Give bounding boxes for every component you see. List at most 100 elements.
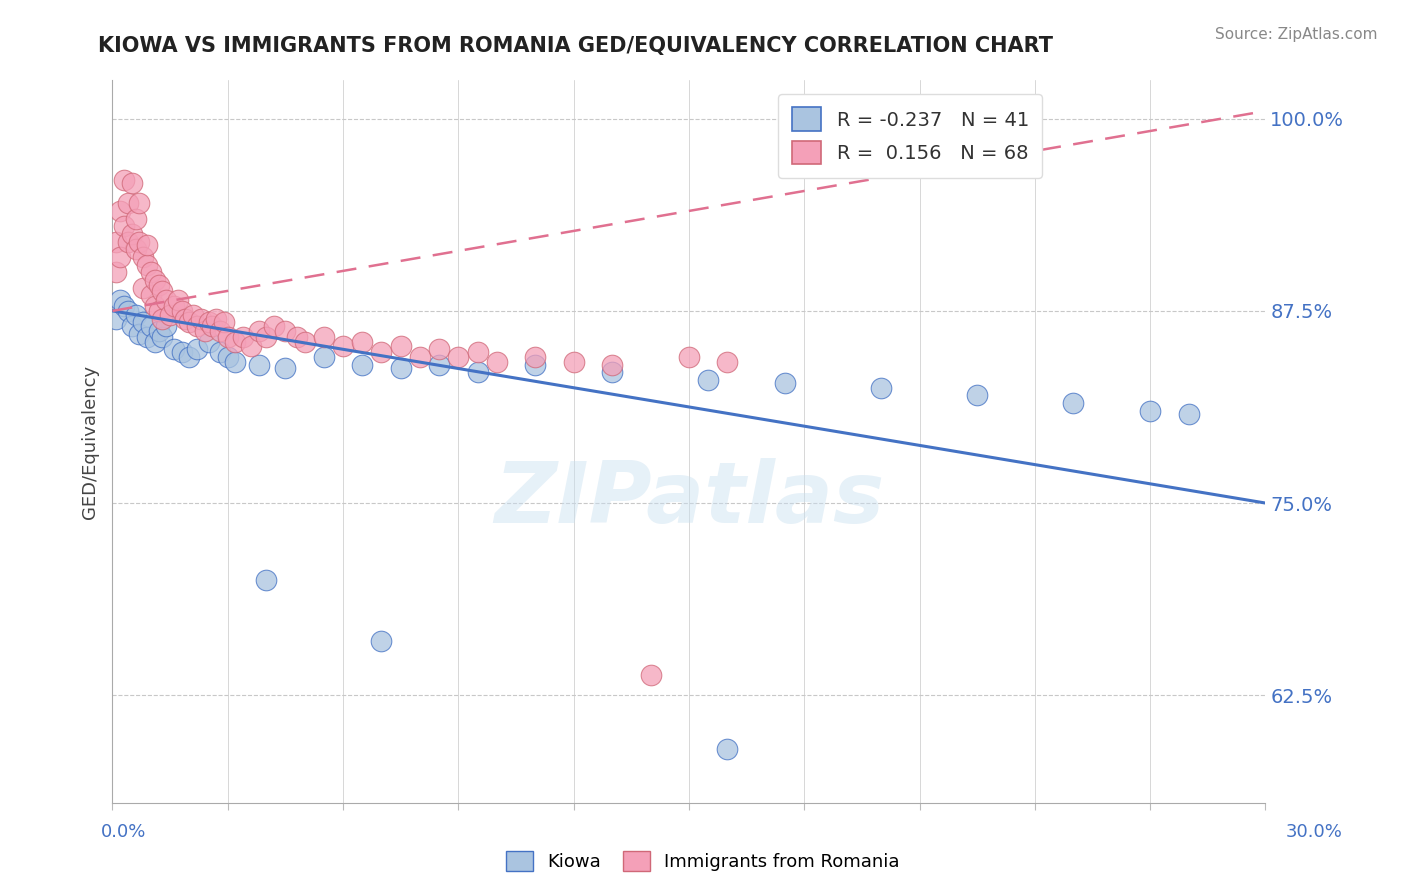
Point	[389, 339, 412, 353]
Point	[186, 343, 208, 357]
Point	[1139, 404, 1161, 418]
Point	[136, 330, 159, 344]
Point	[170, 345, 193, 359]
Point	[370, 345, 392, 359]
Point	[186, 319, 208, 334]
Point	[332, 339, 354, 353]
Point	[197, 315, 219, 329]
Text: 30.0%: 30.0%	[1286, 822, 1343, 840]
Point	[190, 311, 212, 326]
Point	[124, 309, 146, 323]
Y-axis label: GED/Equivalency: GED/Equivalency	[80, 365, 98, 518]
Point	[155, 319, 177, 334]
Point	[132, 281, 155, 295]
Text: 0.0%: 0.0%	[101, 822, 146, 840]
Point	[170, 304, 193, 318]
Point	[966, 388, 988, 402]
Point	[139, 288, 162, 302]
Point	[121, 227, 143, 241]
Point	[117, 196, 139, 211]
Point	[148, 324, 170, 338]
Point	[105, 311, 128, 326]
Point	[716, 354, 738, 368]
Point	[152, 330, 174, 344]
Point	[600, 365, 623, 379]
Point	[389, 360, 412, 375]
Point	[132, 315, 155, 329]
Point	[427, 343, 450, 357]
Text: Source: ZipAtlas.com: Source: ZipAtlas.com	[1215, 27, 1378, 42]
Point	[166, 293, 188, 307]
Point	[112, 219, 135, 234]
Point	[247, 324, 270, 338]
Point	[485, 354, 508, 368]
Point	[773, 376, 796, 391]
Point	[148, 304, 170, 318]
Point	[105, 235, 128, 249]
Point	[179, 350, 201, 364]
Point	[205, 311, 228, 326]
Point	[224, 354, 246, 368]
Point	[128, 235, 150, 249]
Point	[678, 350, 700, 364]
Point	[239, 339, 262, 353]
Point	[716, 742, 738, 756]
Point	[312, 350, 335, 364]
Point	[1177, 407, 1199, 421]
Point	[209, 324, 232, 338]
Point	[143, 273, 166, 287]
Point	[128, 326, 150, 341]
Point	[108, 293, 131, 307]
Point	[409, 350, 432, 364]
Point	[163, 343, 186, 357]
Point	[159, 309, 181, 323]
Point	[181, 309, 204, 323]
Point	[128, 196, 150, 211]
Text: ZIPatlas: ZIPatlas	[494, 458, 884, 541]
Point	[274, 360, 297, 375]
Point	[143, 334, 166, 349]
Point	[174, 311, 197, 326]
Point	[467, 345, 489, 359]
Point	[108, 203, 131, 218]
Point	[312, 330, 335, 344]
Point	[232, 330, 254, 344]
Point	[139, 265, 162, 279]
Point	[124, 211, 146, 226]
Point	[152, 284, 174, 298]
Point	[524, 350, 547, 364]
Point	[139, 319, 162, 334]
Point	[105, 265, 128, 279]
Text: KIOWA VS IMMIGRANTS FROM ROMANIA GED/EQUIVALENCY CORRELATION CHART: KIOWA VS IMMIGRANTS FROM ROMANIA GED/EQU…	[98, 36, 1053, 55]
Point	[108, 250, 131, 264]
Point	[247, 358, 270, 372]
Point	[640, 668, 662, 682]
Point	[155, 293, 177, 307]
Point	[136, 258, 159, 272]
Point	[352, 358, 374, 372]
Point	[212, 315, 235, 329]
Point	[447, 350, 470, 364]
Point	[294, 334, 316, 349]
Point	[562, 354, 585, 368]
Point	[285, 330, 308, 344]
Point	[112, 173, 135, 187]
Point	[370, 634, 392, 648]
Point	[352, 334, 374, 349]
Point	[194, 324, 217, 338]
Point	[217, 330, 239, 344]
Point	[197, 334, 219, 349]
Point	[136, 237, 159, 252]
Point	[201, 319, 224, 334]
Point	[254, 330, 277, 344]
Point	[263, 319, 285, 334]
Point	[148, 277, 170, 292]
Point	[117, 304, 139, 318]
Point	[224, 334, 246, 349]
Point	[870, 381, 893, 395]
Point	[427, 358, 450, 372]
Point	[254, 573, 277, 587]
Point	[163, 299, 186, 313]
Point	[1062, 396, 1084, 410]
Point	[112, 299, 135, 313]
